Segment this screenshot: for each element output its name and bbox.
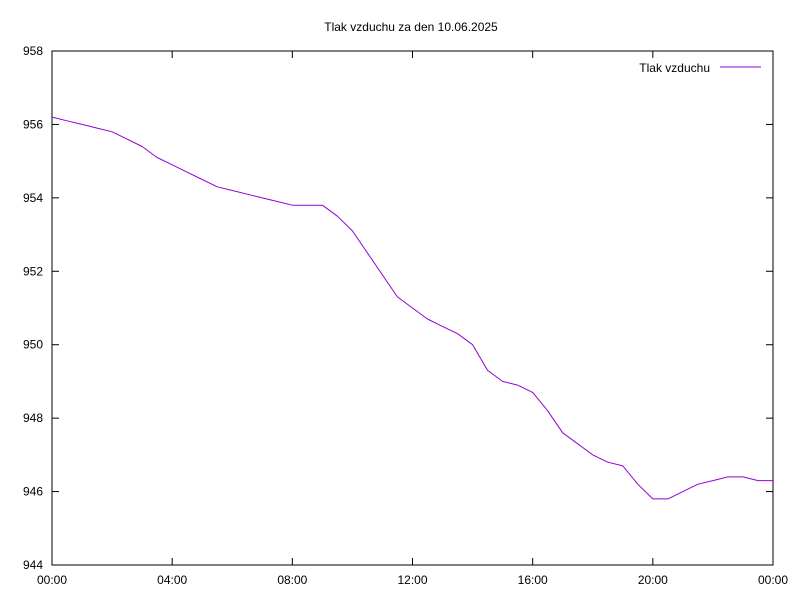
y-tick-label: 956 xyxy=(23,117,43,131)
x-tick-label: 16:00 xyxy=(518,573,548,587)
y-tick-label: 954 xyxy=(23,191,43,205)
x-axis-ticks: 00:00 04:00 08:00 12:00 16:00 20:00 00:00 xyxy=(37,51,788,587)
x-tick-label: 00:00 xyxy=(37,573,67,587)
legend-label: Tlak vzduchu xyxy=(639,61,710,75)
x-tick-label: 04:00 xyxy=(157,573,187,587)
x-tick-label: 12:00 xyxy=(397,573,427,587)
chart-title: Tlak vzduchu za den 10.06.2025 xyxy=(324,20,498,34)
x-tick-label: 00:00 xyxy=(758,573,788,587)
y-tick-label: 958 xyxy=(23,44,43,58)
series-layer xyxy=(51,116,773,500)
y-tick-label: 952 xyxy=(23,264,43,278)
legend: Tlak vzduchu xyxy=(639,61,761,75)
y-tick-label: 948 xyxy=(23,411,43,425)
y-tick-label: 944 xyxy=(23,558,43,572)
y-axis-ticks: 944 946 948 950 952 954 956 958 xyxy=(23,44,773,572)
series-line xyxy=(51,116,773,500)
plot-frame xyxy=(51,50,774,566)
y-tick-label: 946 xyxy=(23,485,43,499)
y-tick-label: 950 xyxy=(23,338,43,352)
x-tick-label: 08:00 xyxy=(277,573,307,587)
x-tick-label: 20:00 xyxy=(638,573,668,587)
